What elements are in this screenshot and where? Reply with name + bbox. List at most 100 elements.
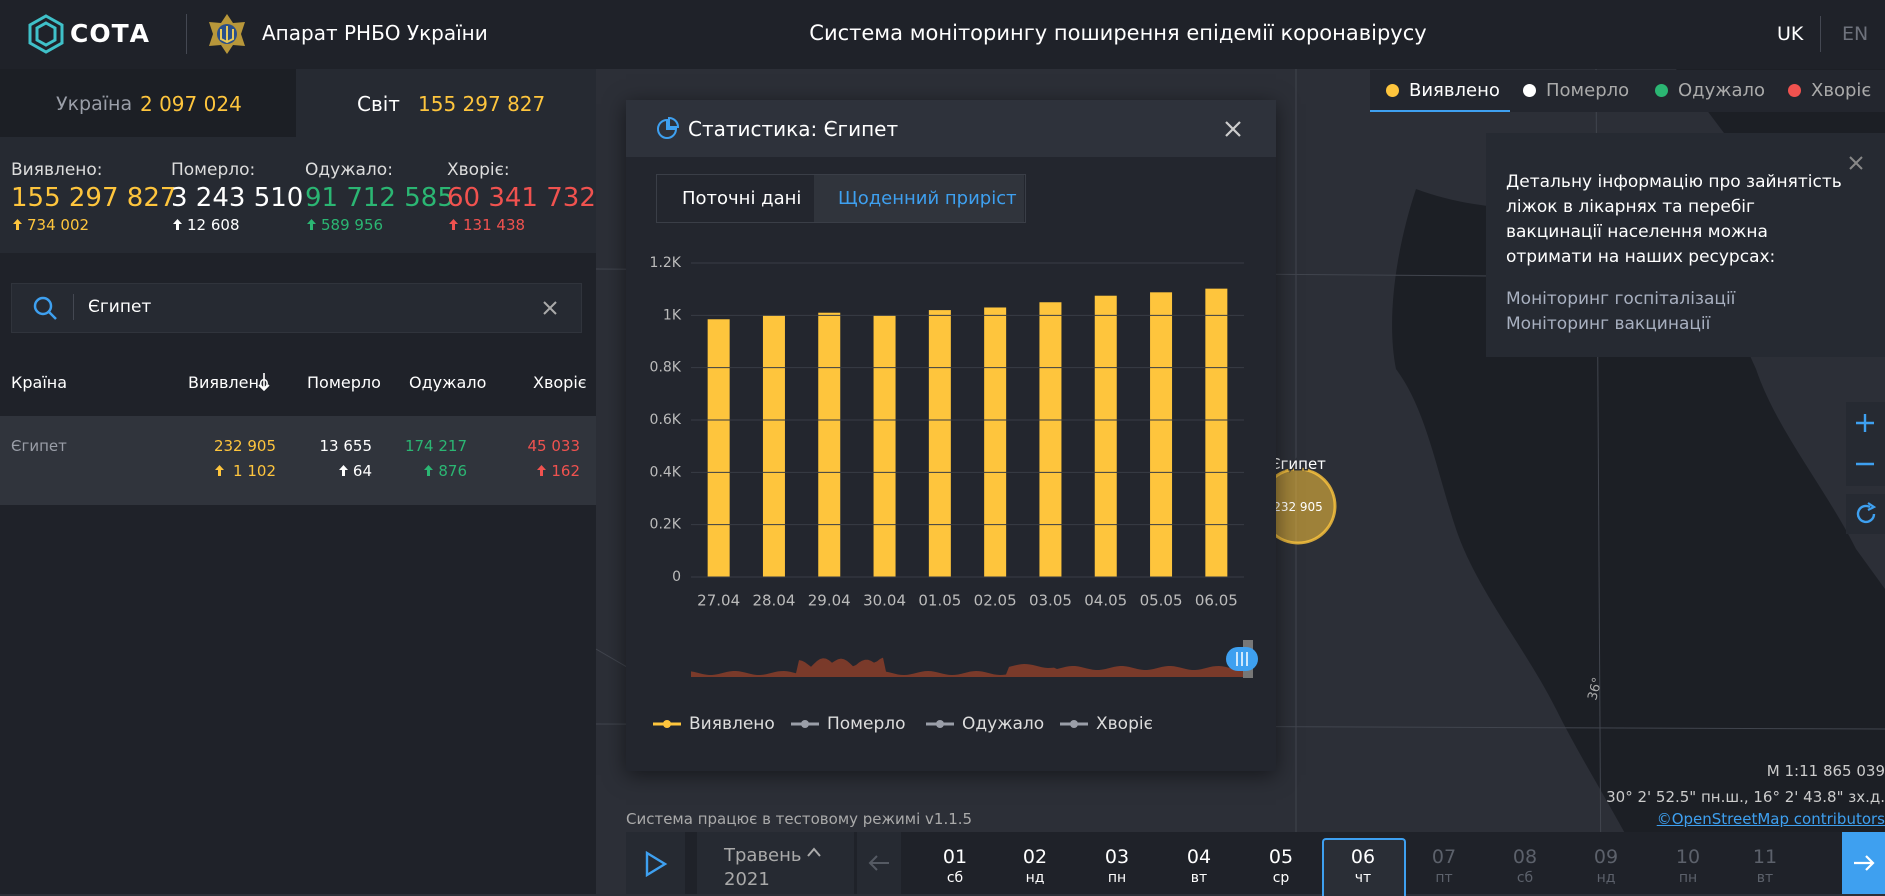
month: Травень bbox=[724, 845, 802, 866]
table-header[interactable]: Країна bbox=[11, 373, 68, 392]
legend-dot bbox=[1386, 84, 1399, 97]
search-icon bbox=[33, 296, 57, 320]
day[interactable]: 01 сб bbox=[915, 846, 995, 886]
graticule-label: 36° bbox=[1585, 676, 1605, 702]
x-tick-label: 04.05 bbox=[1084, 592, 1127, 610]
day[interactable]: 06 чт bbox=[1323, 846, 1403, 886]
day-number: 04 bbox=[1186, 846, 1212, 868]
emblem bbox=[209, 14, 245, 54]
stat-delta: 589 956 bbox=[321, 216, 384, 234]
table-header[interactable]: Одужало bbox=[409, 373, 487, 392]
table-header[interactable]: Виявлено bbox=[188, 373, 269, 392]
day[interactable]: 08 сб bbox=[1485, 846, 1565, 886]
list-panel bbox=[0, 253, 596, 894]
year: 2021 bbox=[724, 869, 770, 890]
close-button[interactable] bbox=[1224, 120, 1242, 138]
weekday: пн bbox=[1678, 870, 1698, 886]
weekday: вт bbox=[1756, 870, 1774, 886]
y-tick-label: 0 bbox=[672, 569, 681, 585]
lang-uk[interactable]: UK bbox=[1777, 23, 1804, 45]
legend-item[interactable]: Виявлено bbox=[1409, 80, 1500, 101]
zoom-in[interactable] bbox=[1854, 412, 1876, 434]
weekday: сб bbox=[946, 870, 964, 886]
day[interactable]: 03 пн bbox=[1077, 846, 1157, 886]
map-attribution[interactable]: ©OpenStreetMap contributors bbox=[1656, 810, 1885, 828]
day[interactable]: 04 вт bbox=[1159, 846, 1239, 886]
table-header[interactable]: Хворіє bbox=[533, 373, 587, 392]
day-number: 01 bbox=[942, 846, 968, 868]
legend-active bbox=[1370, 110, 1510, 112]
stat-value: 91 712 585 bbox=[305, 183, 454, 213]
modal-icon bbox=[657, 117, 679, 139]
bar bbox=[762, 315, 785, 577]
day-number: 11 bbox=[1752, 846, 1778, 868]
x-tick-label: 06.05 bbox=[1195, 592, 1238, 610]
stat-label: Виявлено: bbox=[11, 160, 103, 180]
up-arrow bbox=[13, 219, 22, 230]
stat-delta: 734 002 bbox=[27, 216, 90, 234]
legend-label[interactable]: Хворіє bbox=[1096, 714, 1153, 734]
cell-delta: 876 bbox=[438, 462, 467, 480]
x-tick-label: 01.05 bbox=[918, 592, 961, 610]
day[interactable]: 02 нд bbox=[995, 846, 1075, 886]
tab-active-bg bbox=[814, 175, 1024, 222]
legend-dot bbox=[1655, 84, 1668, 97]
month-picker[interactable] bbox=[697, 832, 854, 894]
search-box[interactable] bbox=[11, 283, 582, 333]
status-text: Система працює в тестовому режимі v1.1.5 bbox=[626, 810, 973, 828]
stat-delta: 12 608 bbox=[187, 216, 240, 234]
y-tick-label: 0.6K bbox=[650, 412, 682, 428]
x-tick-label: 29.04 bbox=[808, 592, 851, 610]
day[interactable]: 05 ср bbox=[1241, 846, 1321, 886]
info-link[interactable]: Моніторинг госпіталізації bbox=[1506, 289, 1736, 309]
legend-item[interactable]: Одужало bbox=[1678, 80, 1766, 101]
info-panel bbox=[1486, 133, 1885, 357]
day[interactable]: 07 пт bbox=[1404, 846, 1484, 886]
row-country: Єгипет bbox=[11, 437, 67, 455]
stat-label: Померло: bbox=[171, 160, 256, 180]
legend-item[interactable]: Померло bbox=[1546, 80, 1630, 101]
legend-dot bbox=[1523, 84, 1536, 97]
reset-button[interactable] bbox=[1846, 494, 1885, 534]
cell-value: 45 033 bbox=[527, 437, 581, 455]
day-number: 02 bbox=[1022, 846, 1048, 868]
day[interactable]: 10 пн bbox=[1648, 846, 1728, 886]
legend-label[interactable]: Одужало bbox=[962, 714, 1044, 734]
day[interactable]: 11 вт bbox=[1725, 846, 1805, 886]
weekday: пн bbox=[1107, 870, 1127, 886]
tab[interactable]: Поточні дані bbox=[682, 188, 802, 209]
bar bbox=[1039, 302, 1062, 577]
map-scale: М 1:11 865 039 bbox=[1766, 762, 1885, 780]
close-button[interactable] bbox=[1848, 155, 1864, 171]
clear-button[interactable] bbox=[542, 300, 558, 316]
play-button[interactable] bbox=[626, 832, 685, 894]
bar bbox=[1205, 288, 1228, 577]
day-number: 09 bbox=[1593, 846, 1619, 868]
legend-marker bbox=[663, 720, 671, 728]
tab-label[interactable]: Світ bbox=[357, 92, 400, 116]
cell-delta: 162 bbox=[551, 462, 580, 480]
table-row[interactable] bbox=[0, 416, 596, 505]
search-input[interactable]: Єгипет bbox=[88, 297, 152, 317]
legend-label[interactable]: Померло bbox=[827, 714, 906, 734]
zoom-out[interactable] bbox=[1854, 453, 1876, 475]
divider bbox=[73, 294, 74, 320]
stat-value: 60 341 732 bbox=[447, 183, 596, 213]
up-arrow bbox=[173, 219, 182, 230]
lang-en[interactable]: EN bbox=[1842, 23, 1869, 45]
tab-ukraine[interactable] bbox=[0, 69, 296, 137]
legend-item[interactable]: Хворіє bbox=[1811, 80, 1872, 101]
day-number: 05 bbox=[1268, 846, 1294, 868]
weekday: ср bbox=[1272, 870, 1290, 886]
stat-label: Хворіє: bbox=[447, 160, 510, 180]
logo-text: СОТА bbox=[70, 19, 151, 48]
info-link[interactable]: Моніторинг вакцинації bbox=[1506, 314, 1711, 334]
cell-value: 174 217 bbox=[404, 437, 467, 455]
legend-label[interactable]: Виявлено bbox=[689, 714, 775, 734]
table-header[interactable]: Померло bbox=[307, 373, 381, 392]
weekday: нд bbox=[1596, 870, 1616, 886]
weekday: нд bbox=[1025, 870, 1045, 886]
tab[interactable]: Щоденний приріст bbox=[838, 188, 1017, 209]
up-arrow bbox=[338, 465, 348, 476]
day[interactable]: 09 нд bbox=[1566, 846, 1646, 886]
